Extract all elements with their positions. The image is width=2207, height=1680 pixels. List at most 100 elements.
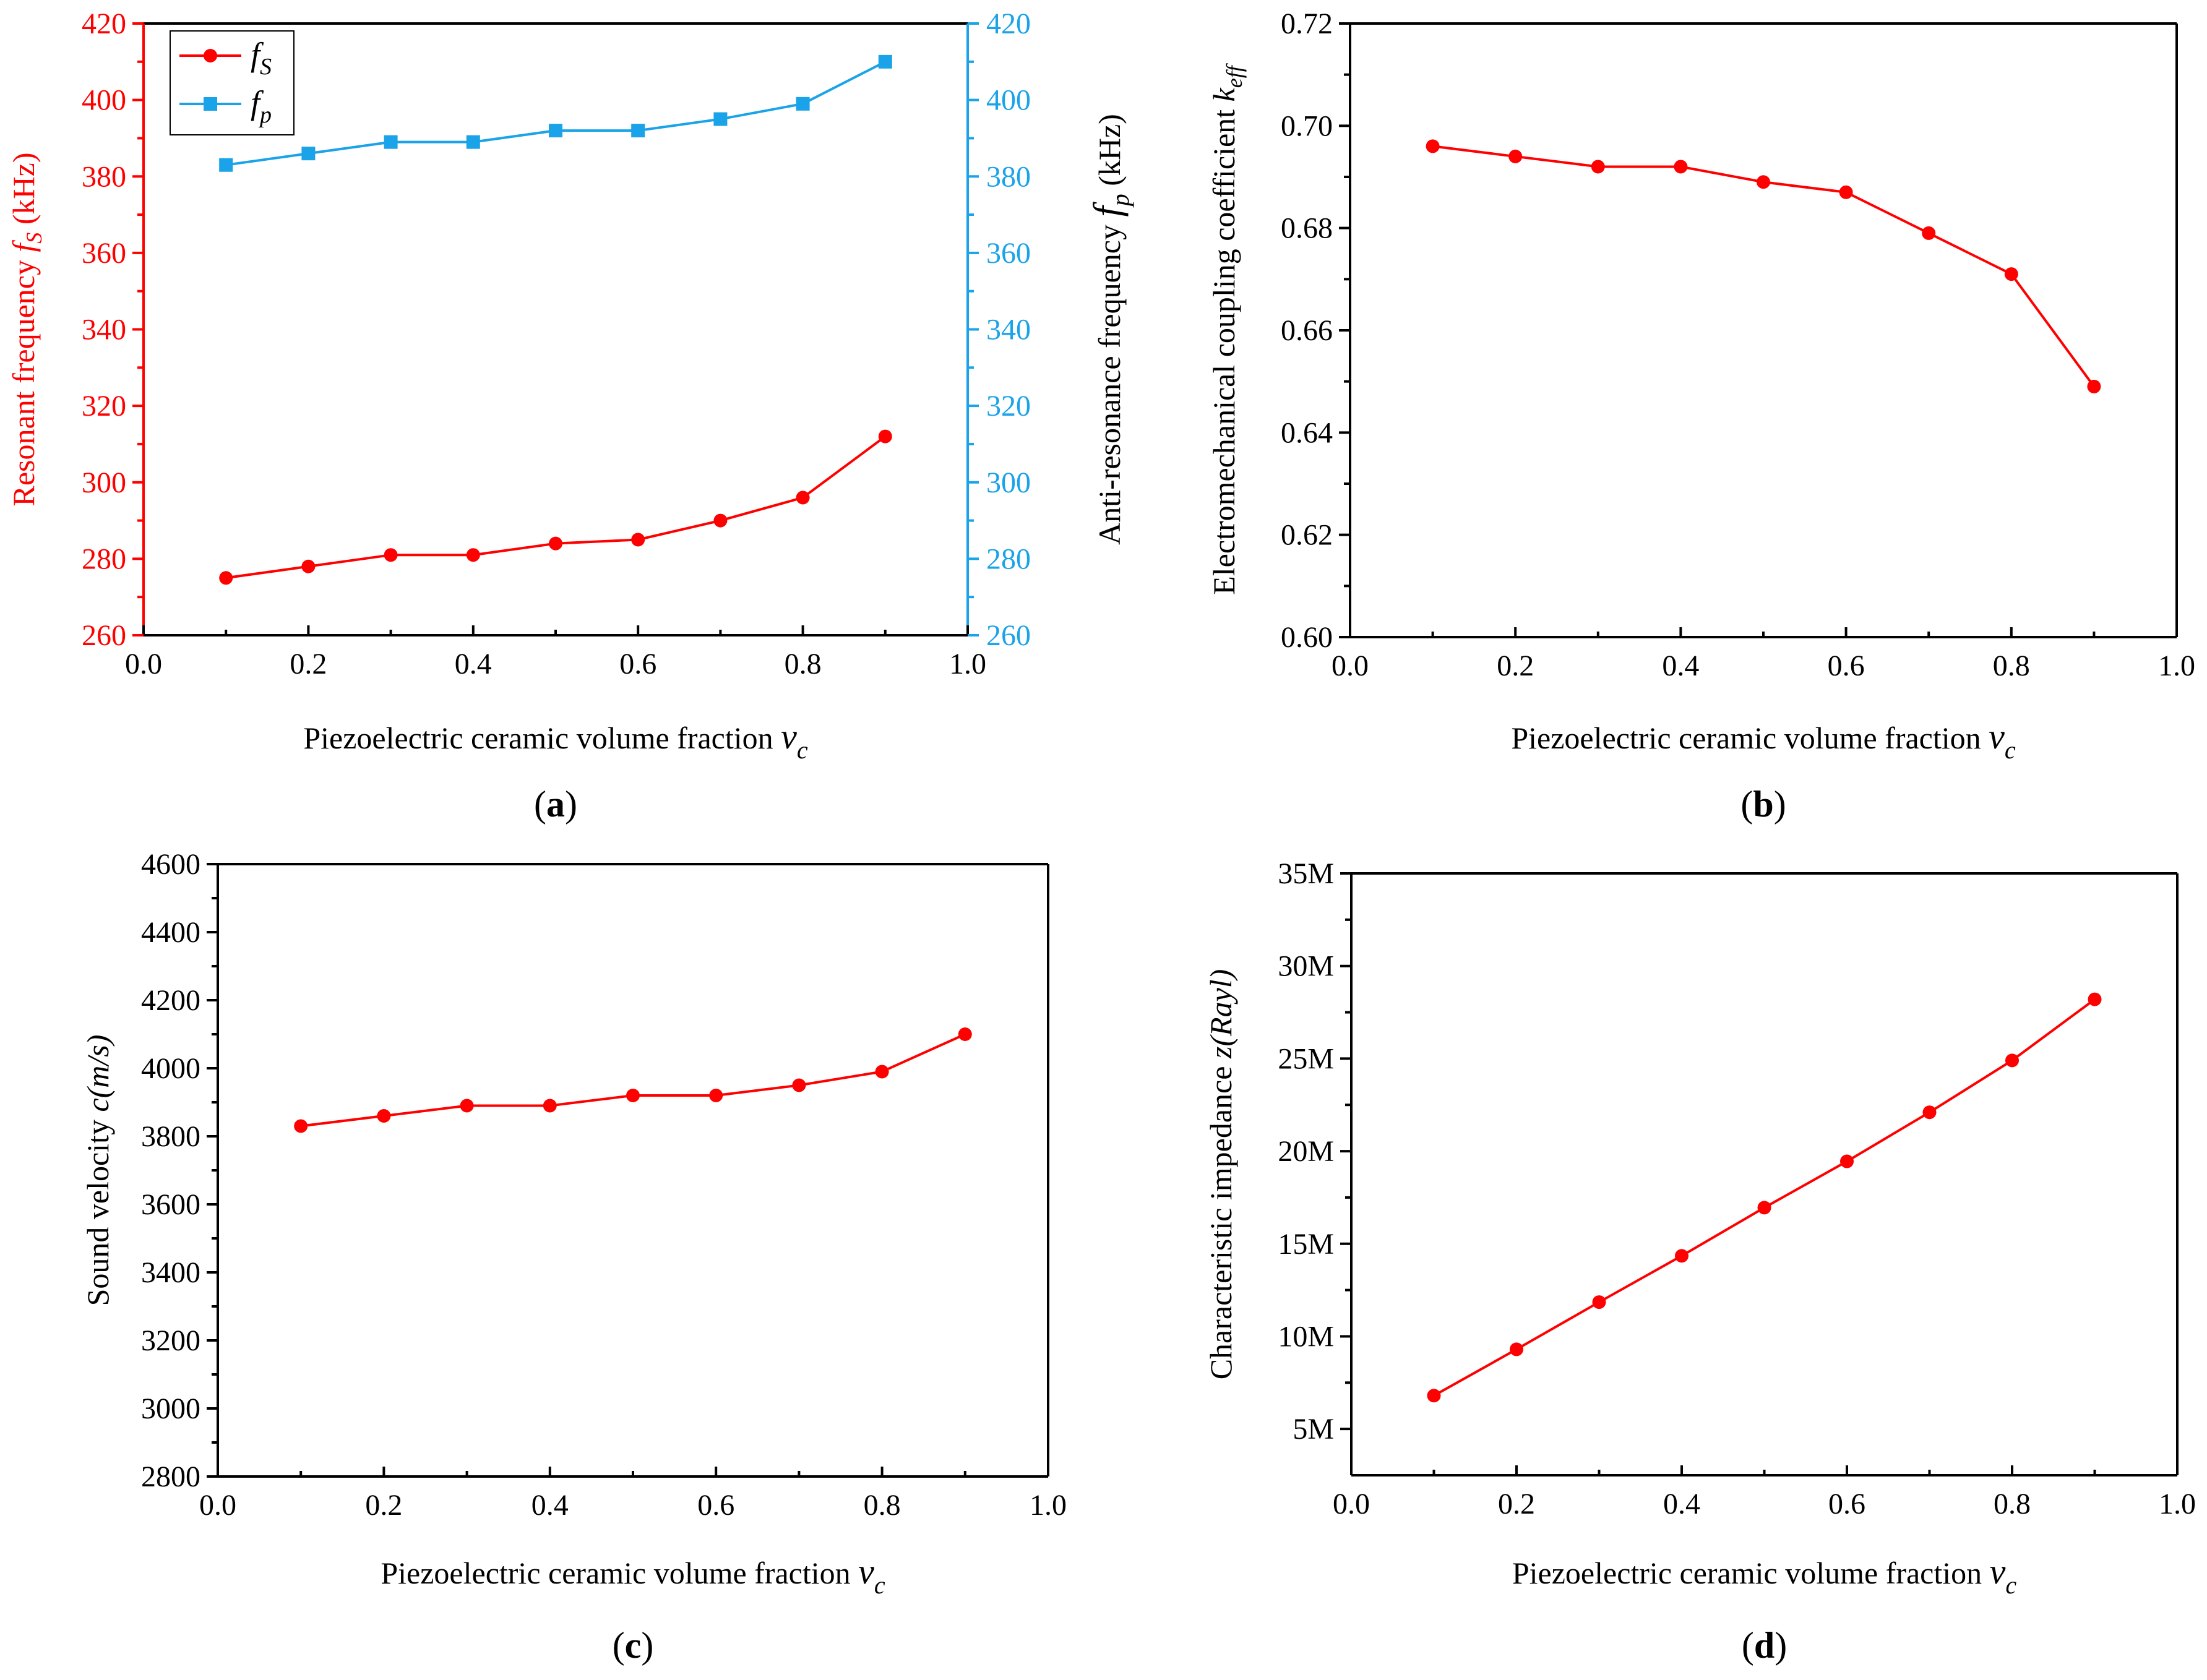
panel-label: (a) bbox=[534, 784, 577, 825]
data-point bbox=[875, 1065, 889, 1079]
series-line-fS bbox=[225, 435, 886, 580]
y-tick-label: 3400 bbox=[141, 1256, 200, 1289]
chart-panel-b: 0.0 0.2 0.4 0.6 0.8 1.0 0.60 0.62 0.64 0.66 0.68 0.… bbox=[1207, 7, 2195, 825]
y-tick-label: 0.70 bbox=[1281, 109, 1333, 142]
data-point bbox=[2005, 1053, 2019, 1068]
y2-tick-label: 320 bbox=[986, 390, 1031, 422]
y2-tick-label: 360 bbox=[986, 237, 1031, 270]
y-tick-label: 420 bbox=[82, 7, 126, 40]
series-line-z bbox=[1433, 998, 2096, 1397]
data-point bbox=[878, 54, 892, 69]
data-point bbox=[460, 1099, 474, 1113]
x-tick-label: 0.0 bbox=[199, 1489, 236, 1522]
data-point bbox=[1757, 1201, 1771, 1215]
y-tick-label: 3600 bbox=[141, 1188, 200, 1221]
legend-marker bbox=[204, 49, 217, 62]
y-tick-label: 0.62 bbox=[1281, 519, 1333, 552]
x-tick-label: 0.4 bbox=[531, 1489, 569, 1522]
y-tick-label: 280 bbox=[82, 542, 126, 575]
x-tick-label: 0.0 bbox=[1333, 1488, 1370, 1520]
y-tick-label: 4600 bbox=[141, 848, 200, 881]
y2-axis-title: Anti-resonance frequency fp (kHz) bbox=[1086, 114, 1134, 545]
x-tick-label: 0.8 bbox=[1993, 649, 2030, 682]
y-tick-label: 3000 bbox=[141, 1392, 200, 1425]
x-tick-label: 0.2 bbox=[1497, 649, 1534, 682]
x-tick-label: 0.4 bbox=[1662, 649, 1699, 682]
data-point bbox=[709, 1089, 723, 1102]
y2-tick-label: 280 bbox=[986, 542, 1031, 575]
panel-label: (b) bbox=[1740, 784, 1786, 825]
x-tick-label: 0.6 bbox=[697, 1489, 734, 1522]
y2-tick-label: 380 bbox=[986, 160, 1031, 193]
data-point bbox=[1427, 1389, 1441, 1403]
x-tick-label: 0.4 bbox=[455, 648, 492, 680]
y-tick-label: 10M bbox=[1278, 1320, 1334, 1353]
data-point bbox=[384, 135, 398, 149]
y-tick-label: 3200 bbox=[141, 1324, 200, 1357]
legend-marker bbox=[204, 97, 217, 111]
x-tick-label: 0.6 bbox=[1828, 1488, 1865, 1520]
data-point bbox=[301, 147, 316, 161]
x-axis-title: Piezoelectric ceramic volume fraction vc bbox=[1512, 1551, 2017, 1599]
data-point bbox=[1508, 149, 1523, 163]
data-point bbox=[713, 112, 728, 126]
y-tick-label: 260 bbox=[82, 619, 126, 652]
y-axis-title: Electromechanical coupling coefficient k… bbox=[1207, 62, 1247, 595]
data-point bbox=[958, 1027, 972, 1041]
data-point bbox=[1757, 175, 1770, 189]
x-axis-title: Piezoelectric ceramic volume fraction vc bbox=[1511, 716, 2016, 764]
x-tick-label: 0.0 bbox=[125, 648, 162, 680]
data-point bbox=[549, 124, 562, 138]
x-tick-label: 0.8 bbox=[1994, 1488, 2031, 1520]
data-point bbox=[377, 1109, 391, 1123]
data-point bbox=[543, 1099, 557, 1113]
y-tick-label: 340 bbox=[82, 314, 126, 346]
series-line-fp bbox=[225, 61, 886, 166]
data-point bbox=[792, 1078, 806, 1092]
y-tick-label: 5M bbox=[1293, 1413, 1334, 1446]
panel-label: (c) bbox=[613, 1625, 654, 1666]
x-tick-label: 1.0 bbox=[949, 648, 986, 680]
y2-tick-label: 400 bbox=[986, 84, 1031, 117]
data-point bbox=[1591, 160, 1605, 174]
panel-label: (d) bbox=[1742, 1625, 1787, 1666]
y2-tick-label: 300 bbox=[986, 466, 1031, 499]
data-point bbox=[713, 513, 728, 528]
y-tick-label: 35M bbox=[1278, 857, 1334, 890]
data-point bbox=[384, 548, 398, 562]
y-tick-label: 0.60 bbox=[1281, 621, 1333, 654]
data-point bbox=[2088, 992, 2102, 1006]
data-point bbox=[1922, 1105, 1937, 1120]
data-point bbox=[549, 536, 562, 551]
y-tick-label: 4200 bbox=[141, 984, 200, 1017]
y-tick-label: 4400 bbox=[141, 916, 200, 949]
data-point bbox=[466, 135, 480, 149]
y-tick-label: 380 bbox=[82, 160, 126, 193]
x-axis-title: Piezoelectric ceramic volume fraction vc bbox=[303, 716, 808, 764]
y-tick-label: 0.64 bbox=[1281, 416, 1333, 449]
x-tick-label: 0.8 bbox=[785, 648, 822, 680]
data-point bbox=[1839, 185, 1853, 199]
y-tick-label: 0.66 bbox=[1281, 314, 1333, 347]
x-tick-label: 0.4 bbox=[1663, 1488, 1700, 1520]
legend-label: fp bbox=[251, 84, 272, 128]
x-tick-label: 0.2 bbox=[290, 648, 327, 680]
data-point bbox=[626, 1089, 640, 1102]
data-point bbox=[1674, 160, 1688, 174]
y-axis-title: Sound velocity c(m/s) bbox=[80, 1035, 115, 1306]
y-tick-label: 20M bbox=[1278, 1135, 1334, 1168]
y-tick-label: 30M bbox=[1278, 950, 1334, 983]
data-point bbox=[219, 571, 233, 585]
y-tick-label: 360 bbox=[82, 237, 126, 270]
x-tick-label: 0.0 bbox=[1332, 649, 1369, 682]
data-point bbox=[1510, 1342, 1523, 1356]
legend-box bbox=[170, 30, 295, 135]
x-tick-label: 1.0 bbox=[2158, 649, 2195, 682]
data-point bbox=[294, 1119, 308, 1133]
series-line-c bbox=[300, 1033, 966, 1128]
data-point bbox=[466, 548, 480, 562]
y-tick-label: 0.68 bbox=[1281, 212, 1333, 245]
y-tick-label: 15M bbox=[1278, 1228, 1334, 1261]
